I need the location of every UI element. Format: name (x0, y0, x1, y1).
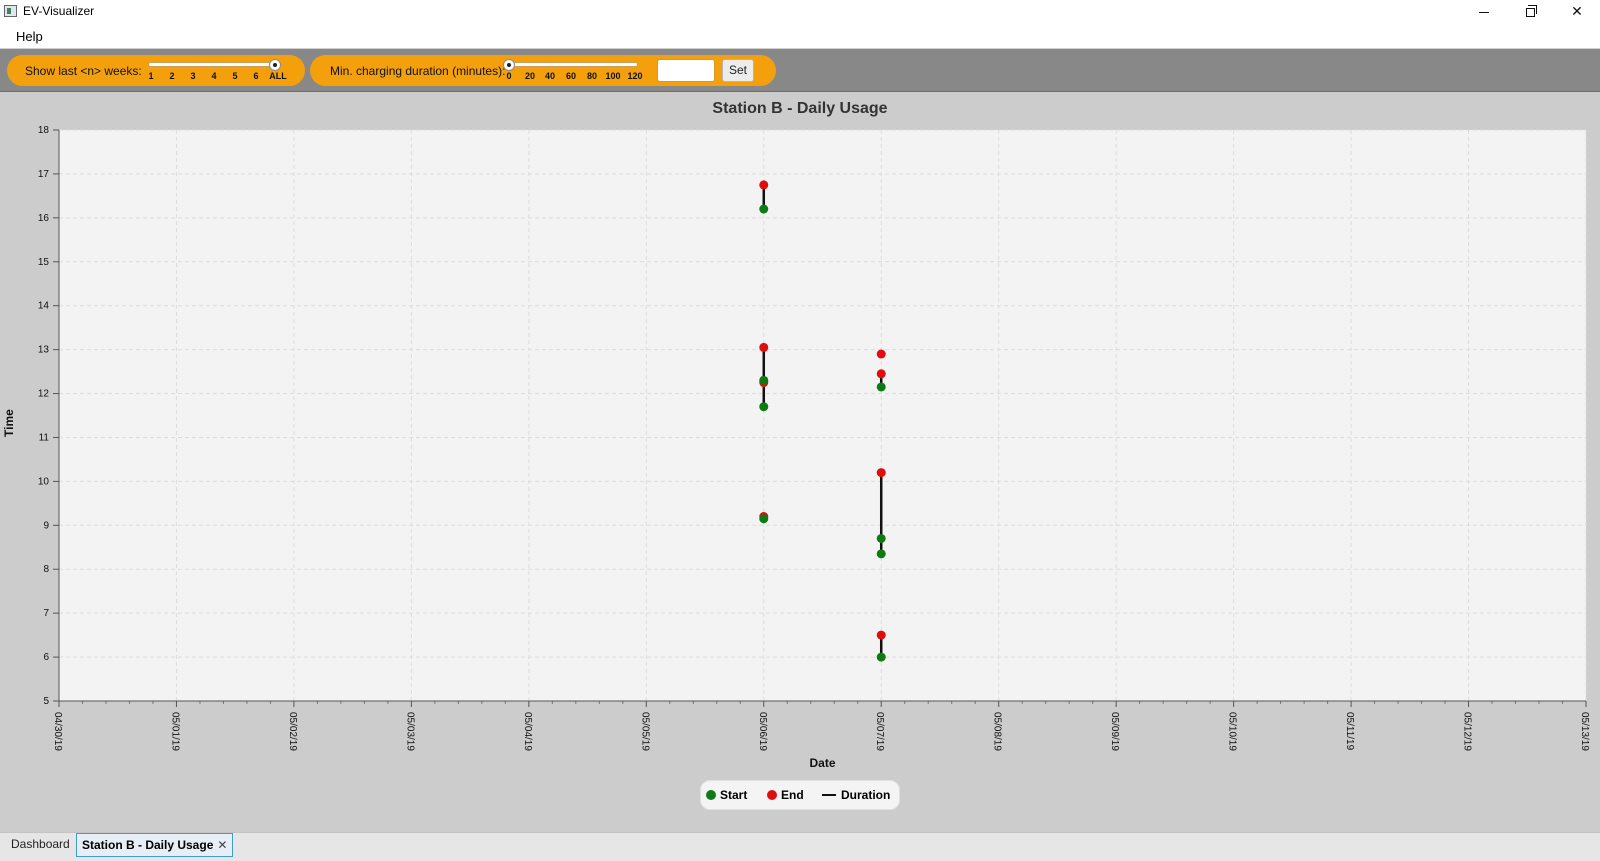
tab-dashboard[interactable]: Dashboard (11, 837, 70, 851)
chart-legend: Start End Duration (700, 780, 900, 810)
x-tick-label: 05/03/19 (404, 712, 415, 751)
x-tick-label: 05/09/19 (1109, 712, 1120, 751)
x-tick-label: 05/07/19 (874, 712, 885, 751)
menu-help[interactable]: Help (16, 29, 43, 44)
x-tick-label: 05/06/19 (757, 712, 768, 751)
y-tick-label: 10 (38, 476, 50, 487)
y-tick-label: 6 (43, 652, 49, 663)
tab-bar: Dashboard Station B - Daily Usage ✕ (0, 832, 1600, 861)
weeks-tick: 2 (169, 71, 175, 81)
weeks-tick: ALL (269, 71, 287, 81)
legend-start-label: Start (720, 788, 748, 802)
start-point (876, 652, 886, 662)
x-tick-label: 05/11/19 (1344, 712, 1355, 751)
menu-bar: Help (0, 24, 1600, 49)
y-tick-label: 5 (43, 696, 49, 707)
duration-tick: 120 (627, 71, 643, 81)
weeks-tick: 3 (190, 71, 196, 81)
weeks-tick: 6 (253, 71, 259, 81)
maximize-button[interactable] (1507, 0, 1553, 22)
duration-tick: 80 (586, 71, 598, 81)
x-tick-label: 05/05/19 (639, 712, 650, 751)
y-axis-label: Time (2, 409, 16, 437)
weeks-tick: 5 (232, 71, 238, 81)
chart-area: Station B - Daily Usage 5 6 7 8 9 10 11 12 13 14 1… (0, 92, 1600, 832)
toolbar: Show last <n> weeks: 1 2 3 4 5 6 ALL Min… (0, 49, 1600, 92)
duration-slider-thumb[interactable] (503, 59, 515, 71)
end-point (876, 369, 886, 379)
tab-close-icon[interactable]: ✕ (217, 838, 228, 852)
duration-tick: 20 (524, 71, 536, 81)
minimize-button[interactable] (1461, 0, 1507, 22)
weeks-filter-group: Show last <n> weeks: 1 2 3 4 5 6 ALL (7, 55, 305, 86)
set-button[interactable]: Set (722, 59, 754, 82)
weeks-filter-label: Show last <n> weeks: (25, 64, 142, 78)
y-tick-label: 12 (38, 389, 50, 400)
y-tick-label: 9 (43, 520, 49, 531)
duration-filter-label: Min. charging duration (minutes): (330, 64, 506, 78)
y-tick-label: 7 (43, 608, 49, 619)
end-point (876, 630, 886, 640)
x-tick-label: 05/04/19 (522, 712, 533, 751)
y-tick-label: 17 (38, 169, 50, 180)
restore-icon (1525, 4, 1537, 17)
title-bar: EV-Visualizer ✕ (0, 0, 1600, 24)
x-tick-label: 04/30/19 (52, 712, 63, 751)
end-point (759, 180, 769, 190)
end-point (876, 349, 886, 359)
x-tick-label: 05/02/19 (287, 712, 298, 751)
duration-tick: 0 (506, 71, 512, 81)
minimize-icon (1479, 11, 1489, 13)
weeks-slider[interactable] (148, 62, 280, 67)
x-tick-label: 05/13/19 (1579, 712, 1590, 751)
legend-start: Start (706, 788, 747, 802)
end-point (759, 342, 769, 352)
end-dot-icon (767, 790, 777, 800)
legend-end-label: End (781, 788, 804, 802)
app-icon (4, 5, 17, 17)
duration-tick: 40 (544, 71, 556, 81)
start-point (876, 382, 886, 392)
start-point (759, 204, 769, 214)
end-point (876, 468, 886, 478)
x-tick-label: 05/12/19 (1462, 712, 1473, 751)
chart-title: Station B - Daily Usage (712, 100, 888, 117)
duration-tick: 60 (565, 71, 577, 81)
tab-station-b-daily-usage[interactable]: Station B - Daily Usage ✕ (76, 833, 234, 857)
x-tick-label: 05/01/19 (169, 712, 180, 751)
start-point (759, 514, 769, 524)
x-tick-label: 05/10/19 (1227, 712, 1238, 751)
legend-duration: Duration (822, 788, 890, 802)
weeks-tick: 4 (211, 71, 217, 81)
usage-chart: 5 6 7 8 9 10 11 12 13 14 15 16 17 18 04/30/19 05/01/19 0… (38, 125, 1590, 751)
duration-input[interactable] (657, 59, 715, 82)
duration-slider[interactable] (510, 62, 638, 67)
y-tick-label: 16 (38, 213, 50, 224)
y-tick-label: 18 (38, 125, 50, 136)
y-tick-label: 13 (38, 345, 50, 356)
start-point (876, 549, 886, 559)
legend-duration-label: Duration (841, 788, 891, 802)
y-tick-label: 15 (38, 257, 50, 268)
x-axis-label: Date (809, 756, 836, 770)
weeks-tick: 1 (148, 71, 154, 81)
start-point (759, 402, 769, 412)
y-tick-label: 14 (38, 301, 50, 312)
window-title: EV-Visualizer (23, 4, 95, 18)
plot-background (59, 130, 1586, 701)
tab-label: Station B - Daily Usage (82, 838, 214, 852)
close-button[interactable]: ✕ (1554, 0, 1600, 22)
duration-tick: 100 (605, 71, 621, 81)
x-tick-label: 05/08/19 (992, 712, 1003, 751)
legend-end: End (767, 788, 804, 802)
duration-filter-group: Min. charging duration (minutes): 0 20 4… (310, 55, 776, 86)
y-tick-label: 11 (39, 432, 50, 443)
start-dot-icon (706, 790, 716, 800)
y-tick-label: 8 (43, 564, 49, 575)
close-icon: ✕ (1571, 3, 1583, 19)
start-point (876, 533, 886, 543)
start-point (759, 375, 769, 385)
duration-line-icon (822, 794, 836, 796)
weeks-slider-thumb[interactable] (269, 59, 281, 71)
